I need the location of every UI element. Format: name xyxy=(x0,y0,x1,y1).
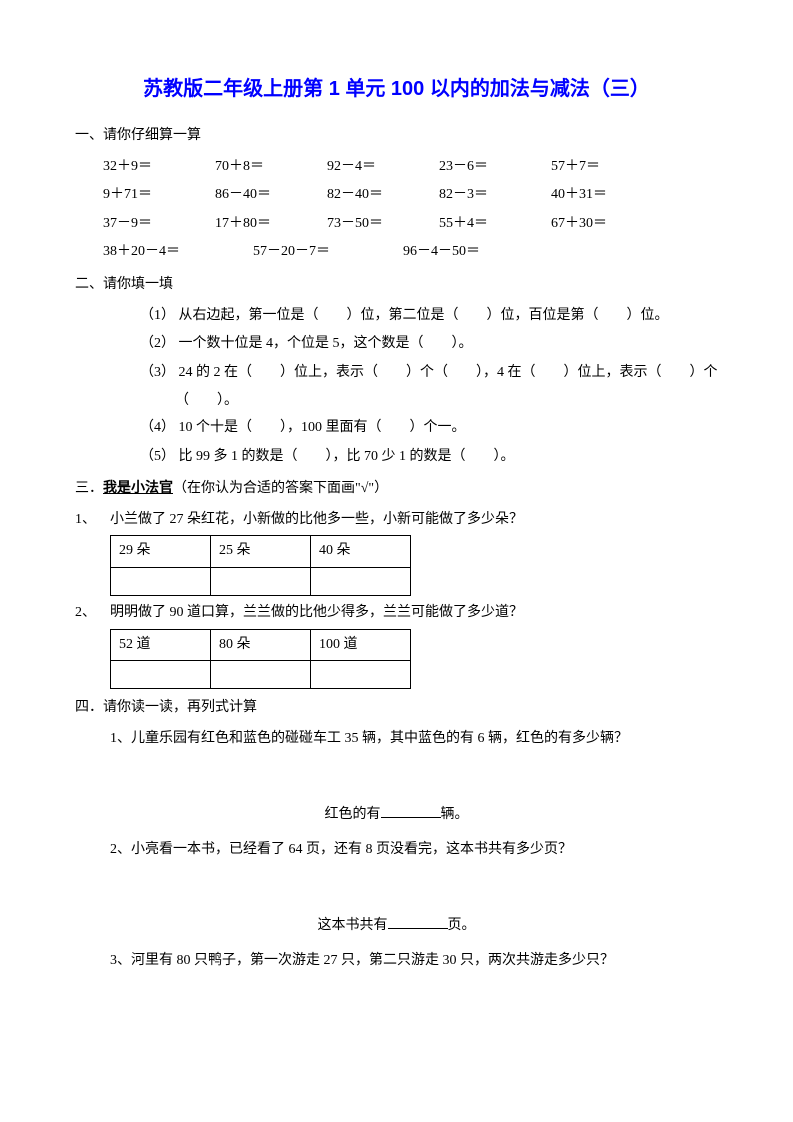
equation: 55＋4＝ xyxy=(439,211,551,238)
question-text: 小兰做了 27 朵红花，小新做的比他多一些，小新可能做了多少朵？ xyxy=(110,507,523,534)
answer-cell xyxy=(111,661,211,689)
equation: 9＋71＝ xyxy=(103,182,215,209)
equation: 82－3＝ xyxy=(439,182,551,209)
choice-cell: 40 朵 xyxy=(311,536,411,568)
word-problem: 3、河里有 80 只鸭子，第一次游走 27 只，第二只游走 30 只，两次共游走… xyxy=(110,948,718,975)
equation-row: 32＋9＝ 70＋8＝ 92－4＝ 23－6＝ 57＋7＝ xyxy=(103,154,718,181)
choice-cell: 100 道 xyxy=(311,629,411,661)
answer-line: 红色的有 辆。 xyxy=(75,802,718,829)
fill-item-continuation: （ ）。 xyxy=(175,388,718,415)
fill-item: （2） 一个数十位是 4，个位是 5，这个数是（ ）。 xyxy=(140,331,718,358)
table-row: 29 朵 25 朵 40 朵 xyxy=(111,536,411,568)
section3-bold-title: 我是小法官 xyxy=(103,481,173,496)
section3-prefix: 三． xyxy=(75,481,103,496)
section4-header: 四．请你读一读，再列式计算 xyxy=(75,695,718,722)
equation: 23－6＝ xyxy=(439,154,551,181)
equation-row: 37－9＝ 17＋80＝ 73－50＝ 55＋4＝ 67＋30＝ xyxy=(103,211,718,238)
equation: 82－40＝ xyxy=(327,182,439,209)
equation-row: 38＋20－4＝ 57－20－7＝ 96－4－50＝ xyxy=(103,239,718,266)
answer-blank xyxy=(388,915,448,929)
choice-cell: 80 朵 xyxy=(211,629,311,661)
answer-line: 这本书共有 页。 xyxy=(75,913,718,940)
question-number: 2、 xyxy=(75,600,110,627)
equation-row: 9＋71＝ 86－40＝ 82－40＝ 82－3＝ 40＋31＝ xyxy=(103,182,718,209)
answer-prefix: 红色的有 xyxy=(325,807,381,822)
section3-header: 三．我是小法官（在你认为合适的答案下面画"√"） xyxy=(75,476,718,503)
table-row: 52 道 80 朵 100 道 xyxy=(111,629,411,661)
word-problem: 1、儿童乐园有红色和蓝色的碰碰车工 35 辆，其中蓝色的有 6 辆，红色的有多少… xyxy=(110,726,718,753)
equation: 40＋31＝ xyxy=(551,182,663,209)
answer-suffix: 页。 xyxy=(448,918,476,933)
choice-table: 52 道 80 朵 100 道 xyxy=(110,629,411,690)
answer-prefix: 这本书共有 xyxy=(318,918,388,933)
answer-cell xyxy=(311,567,411,595)
equation: 96－4－50＝ xyxy=(403,239,553,266)
equation: 32＋9＝ xyxy=(103,154,215,181)
equation: 57＋7＝ xyxy=(551,154,663,181)
choice-table: 29 朵 25 朵 40 朵 xyxy=(110,535,411,596)
judge-question: 2、 明明做了 90 道口算，兰兰做的比他少得多，兰兰可能做了多少道？ xyxy=(75,600,718,627)
equation: 70＋8＝ xyxy=(215,154,327,181)
section1-header: 一、请你仔细算一算 xyxy=(75,123,718,150)
equation: 92－4＝ xyxy=(327,154,439,181)
choice-cell: 29 朵 xyxy=(111,536,211,568)
judge-question: 1、 小兰做了 27 朵红花，小新做的比他多一些，小新可能做了多少朵？ xyxy=(75,507,718,534)
equation: 38＋20－4＝ xyxy=(103,239,253,266)
fill-item: （3） 24 的 2 在（ ）位上，表示（ ）个（ ），4 在（ ）位上，表示（… xyxy=(140,360,718,387)
fill-item: （5） 比 99 多 1 的数是（ ），比 70 少 1 的数是（ ）。 xyxy=(140,444,718,471)
answer-cell xyxy=(111,567,211,595)
equation: 67＋30＝ xyxy=(551,211,663,238)
answer-cell xyxy=(211,567,311,595)
question-number: 1、 xyxy=(75,507,110,534)
answer-blank xyxy=(381,804,441,818)
equation: 86－40＝ xyxy=(215,182,327,209)
table-row xyxy=(111,567,411,595)
answer-cell xyxy=(311,661,411,689)
answer-cell xyxy=(211,661,311,689)
table-row xyxy=(111,661,411,689)
equation: 57－20－7＝ xyxy=(253,239,403,266)
document-title: 苏教版二年级上册第 1 单元 100 以内的加法与减法（三） xyxy=(75,70,718,108)
fill-item: （4） 10 个十是（ ），100 里面有（ ）个一。 xyxy=(140,415,718,442)
choice-cell: 52 道 xyxy=(111,629,211,661)
answer-suffix: 辆。 xyxy=(441,807,469,822)
fill-item: （1） 从右边起，第一位是（ ）位，第二位是（ ）位，百位是第（ ）位。 xyxy=(140,303,718,330)
section2-header: 二、请你填一填 xyxy=(75,272,718,299)
choice-cell: 25 朵 xyxy=(211,536,311,568)
word-problem: 2、小亮看一本书，已经看了 64 页，还有 8 页没看完，这本书共有多少页？ xyxy=(110,837,718,864)
question-text: 明明做了 90 道口算，兰兰做的比他少得多，兰兰可能做了多少道？ xyxy=(110,600,523,627)
equation: 37－9＝ xyxy=(103,211,215,238)
section3-suffix: （在你认为合适的答案下面画"√"） xyxy=(173,481,388,496)
equation: 17＋80＝ xyxy=(215,211,327,238)
equation: 73－50＝ xyxy=(327,211,439,238)
